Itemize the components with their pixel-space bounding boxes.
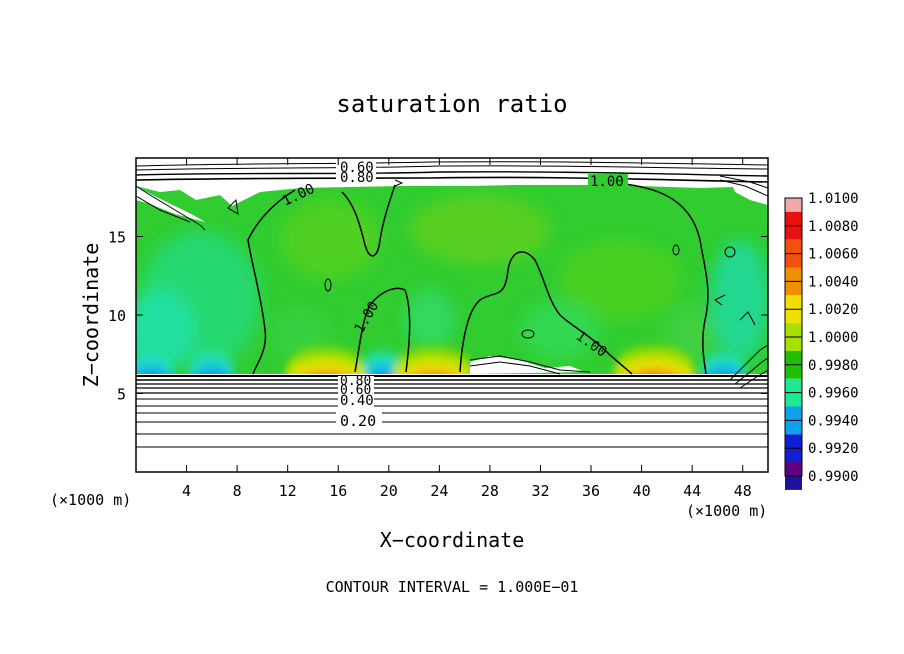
colorbar-label-9: 0.9940 — [808, 413, 859, 429]
x-axis-label: X−coordinate — [380, 528, 525, 552]
contour-label-top-2: 0.80 — [340, 170, 374, 186]
contour-label-top-3: 1.00 — [590, 174, 624, 190]
cold-spot-2 — [189, 344, 234, 374]
x-axis: 4 8 12 16 20 24 28 32 36 40 44 48 — [182, 158, 752, 500]
contour-label-bottom-1: 0.80 — [340, 374, 371, 389]
colorbar-label-6: 1.0000 — [808, 330, 859, 346]
field-spots — [136, 338, 746, 374]
colorbar-label-5: 1.0020 — [808, 302, 859, 318]
colorbar-label-10: 0.9920 — [808, 441, 859, 457]
y-tick-label-3: 15 — [108, 229, 126, 247]
colorbar-label-8: 0.9960 — [808, 386, 859, 402]
chart-title: saturation ratio — [336, 90, 567, 118]
contour-label-bottom-4: 0.20 — [340, 412, 376, 430]
y-tick-label-2: 10 — [108, 307, 126, 325]
hot-spot-3 — [614, 338, 695, 374]
colorbar-label-3: 1.0060 — [808, 247, 859, 263]
colorbar-label-4: 1.0040 — [808, 274, 859, 290]
x-tick-label-2: 8 — [233, 482, 242, 500]
x-tick-label-8: 32 — [531, 482, 549, 500]
contour-label-bottom-2: 0.60 — [340, 383, 371, 398]
colorbar: 1.0100 1.0080 1.0060 1.0040 1.0020 1.0000 0.99… — [784, 191, 859, 490]
x-tick-label-4: 16 — [329, 482, 347, 500]
cold-spot-3 — [360, 344, 405, 374]
contour-label-top-1: 0.60 — [340, 160, 374, 176]
cold-spot-1 — [136, 344, 174, 374]
y-axis: 5 10 15 — [108, 229, 768, 404]
contour-lines — [136, 161, 768, 448]
x-tick-label-1: 4 — [182, 482, 191, 500]
x-unit-left: (×1000 m) — [50, 491, 131, 509]
saturation-field — [136, 185, 768, 374]
x-tick-label-5: 20 — [380, 482, 398, 500]
field-patches — [136, 195, 768, 370]
y-tick-label-1: 5 — [117, 386, 126, 404]
x-tick-label-6: 24 — [430, 482, 448, 500]
y-axis-label: Z−coordinate — [79, 243, 103, 388]
hot-spot-2 — [393, 340, 473, 374]
colorbar-label-1: 1.0100 — [808, 191, 859, 207]
hot-spot-1 — [285, 340, 366, 374]
x-unit-right: (×1000 m) — [686, 502, 767, 520]
colorbar-swatch-1 — [785, 198, 802, 212]
x-tick-label-12: 48 — [734, 482, 752, 500]
x-tick-label-3: 12 — [279, 482, 297, 500]
x-tick-label-11: 44 — [683, 482, 701, 500]
colorbar-label-2: 1.0080 — [808, 219, 859, 235]
x-tick-label-7: 28 — [481, 482, 499, 500]
colorbar-swatch-12 — [785, 462, 802, 476]
colorbar-label-11: 0.9900 — [808, 469, 859, 485]
contour-interval-footer: CONTOUR INTERVAL = 1.000E−01 — [326, 578, 579, 596]
colorbar-label-7: 0.9980 — [808, 358, 859, 374]
plot-area: 0.60 0.80 1.00 1.00 1.00 1.00 0.80 0.60 … — [136, 158, 768, 472]
x-tick-label-10: 40 — [633, 482, 651, 500]
contour-label-bottom-3: 0.40 — [340, 393, 374, 409]
cold-spot-4 — [701, 344, 746, 374]
x-tick-label-9: 36 — [582, 482, 600, 500]
